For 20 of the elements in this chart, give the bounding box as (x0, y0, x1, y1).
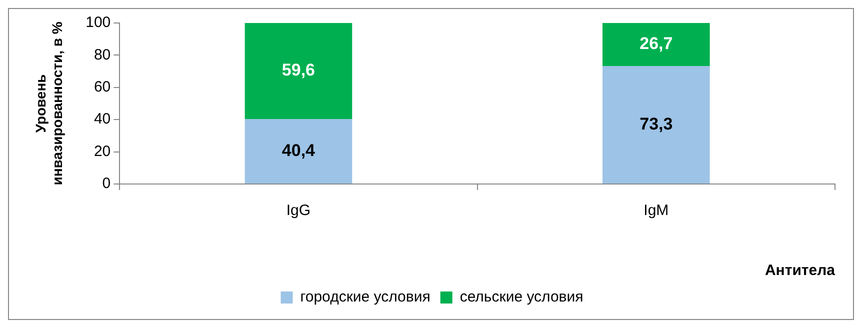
x-axis-title: Антитела (764, 262, 836, 280)
y-tick-label: 80 (94, 46, 111, 64)
data-label: 59,6 (282, 60, 316, 80)
y-tick-label: 60 (94, 78, 111, 96)
bar (602, 66, 710, 184)
x-tick-label: IgM (644, 202, 669, 220)
y-tick-label: 20 (94, 142, 111, 160)
y-axis-title: Уровень инвазированности, в % (32, 21, 66, 186)
data-label: 40,4 (282, 140, 316, 160)
legend-label: сельские условия (460, 288, 584, 306)
y-tick-label: 40 (94, 110, 111, 128)
bar (244, 118, 352, 184)
bar (602, 23, 710, 66)
y-tick-label: 0 (102, 175, 111, 192)
x-tick-label: IgG (286, 202, 311, 220)
legend-label: городские условия (300, 288, 430, 306)
data-label: 26,7 (640, 34, 673, 54)
bar (244, 23, 352, 119)
data-label: 73,3 (640, 114, 673, 134)
y-tick-label: 100 (86, 14, 111, 32)
